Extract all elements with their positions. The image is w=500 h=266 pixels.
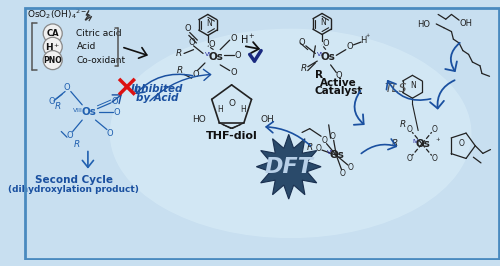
Text: $^+$: $^+$	[364, 33, 371, 39]
Text: O: O	[188, 38, 195, 47]
Text: OsO$_2$(OH)$_4$$^{2-}$: OsO$_2$(OH)$_4$$^{2-}$	[27, 7, 88, 21]
Text: Catalyst: Catalyst	[314, 86, 362, 95]
Text: H: H	[218, 105, 223, 114]
Text: Active: Active	[320, 78, 356, 88]
Text: H$^+$: H$^+$	[240, 33, 256, 46]
Text: Os: Os	[330, 150, 344, 160]
Text: VIII: VIII	[72, 108, 83, 113]
Text: R: R	[400, 120, 406, 129]
Text: O: O	[184, 24, 191, 33]
Text: OH: OH	[261, 115, 274, 124]
Text: (dihydroxylation product): (dihydroxylation product)	[8, 185, 139, 194]
Text: O: O	[336, 71, 342, 80]
Text: O: O	[316, 144, 322, 153]
Text: DFT: DFT	[264, 157, 313, 177]
Text: O: O	[322, 39, 329, 48]
Circle shape	[43, 51, 62, 70]
Text: O: O	[230, 68, 237, 77]
Text: O: O	[432, 154, 437, 163]
Text: O: O	[234, 51, 240, 60]
Text: O: O	[298, 39, 306, 48]
Text: OH: OH	[459, 19, 472, 28]
Text: O: O	[66, 131, 73, 140]
Text: R: R	[306, 143, 313, 152]
Text: VI: VI	[326, 150, 332, 155]
Text: R: R	[177, 66, 184, 75]
Text: TLS: TLS	[384, 82, 406, 95]
Text: O: O	[407, 154, 412, 163]
Text: THF-diol: THF-diol	[206, 131, 258, 141]
Text: O: O	[208, 40, 215, 49]
Text: N: N	[410, 81, 416, 90]
Text: H: H	[360, 36, 366, 45]
Text: VI: VI	[317, 52, 323, 57]
Text: CA: CA	[46, 29, 59, 38]
Text: Os: Os	[320, 52, 335, 62]
Text: HO: HO	[192, 115, 206, 124]
Text: Second Cycle: Second Cycle	[34, 175, 112, 185]
Text: O: O	[192, 70, 199, 79]
Text: PNO: PNO	[44, 56, 62, 65]
Text: O: O	[64, 83, 70, 92]
Text: R: R	[315, 70, 323, 80]
Text: $^+$: $^+$	[434, 136, 440, 146]
Polygon shape	[256, 134, 321, 199]
Text: O: O	[340, 169, 346, 178]
Text: N: N	[206, 19, 212, 28]
Text: O: O	[106, 129, 113, 138]
Text: VI: VI	[205, 52, 211, 57]
Text: R: R	[176, 49, 182, 58]
Text: Acid: Acid	[76, 42, 96, 51]
Text: O: O	[321, 136, 327, 145]
Text: O: O	[48, 97, 55, 106]
Text: O: O	[459, 139, 465, 148]
Text: H: H	[240, 105, 246, 114]
Text: R: R	[392, 139, 398, 148]
Text: IV: IV	[412, 139, 418, 144]
Text: R: R	[301, 64, 307, 73]
Text: HO: HO	[418, 20, 430, 30]
Text: O: O	[432, 125, 437, 134]
Text: R: R	[74, 140, 80, 149]
Text: O: O	[111, 97, 118, 106]
Text: O: O	[230, 34, 237, 43]
Text: Os: Os	[416, 139, 430, 149]
Text: H$^+$: H$^+$	[45, 41, 60, 53]
Text: Inhibited: Inhibited	[131, 84, 184, 94]
Text: O: O	[407, 125, 412, 134]
Text: O: O	[348, 163, 354, 172]
Text: Os: Os	[82, 107, 96, 118]
Circle shape	[43, 37, 62, 56]
Text: O: O	[346, 42, 353, 51]
Text: R: R	[54, 102, 60, 111]
Text: O: O	[113, 108, 120, 117]
Circle shape	[43, 24, 62, 43]
Ellipse shape	[110, 29, 472, 238]
Text: O: O	[330, 132, 336, 141]
Text: Citric acid: Citric acid	[76, 29, 122, 38]
Text: Os: Os	[208, 52, 223, 62]
Text: by Acid: by Acid	[136, 93, 178, 103]
Text: O: O	[228, 99, 235, 108]
Text: N: N	[320, 19, 326, 27]
Text: Co-oxidant: Co-oxidant	[76, 56, 126, 65]
